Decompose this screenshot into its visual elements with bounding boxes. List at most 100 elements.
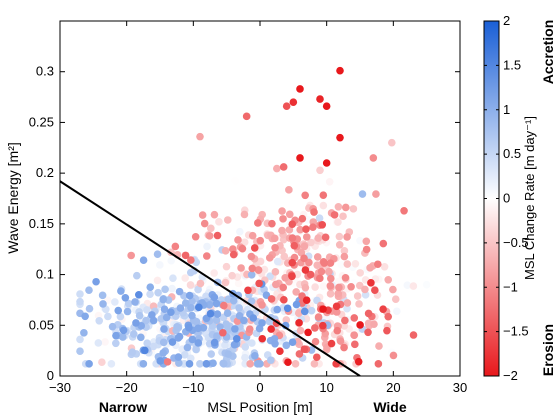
data-point [171, 242, 180, 251]
data-point [186, 268, 195, 277]
data-point [273, 257, 282, 266]
data-point [379, 239, 388, 248]
data-point [316, 166, 324, 175]
data-point [139, 360, 148, 368]
data-point [229, 296, 238, 305]
data-point [362, 245, 371, 254]
data-point [248, 231, 257, 240]
data-point [341, 273, 350, 282]
x-tick-label: −20 [116, 380, 138, 395]
colorbar-tick-label: 1 [503, 102, 510, 117]
data-point [350, 314, 359, 322]
data-point [95, 317, 104, 325]
data-point [389, 285, 397, 294]
data-point [288, 220, 297, 228]
data-point [334, 202, 343, 211]
data-point [249, 314, 258, 322]
data-point [326, 274, 335, 283]
data-point [351, 340, 359, 349]
y-tick-label: 0.25 [29, 114, 54, 129]
data-point [314, 234, 323, 242]
data-point [282, 347, 290, 356]
data-point [162, 313, 171, 322]
data-point [196, 132, 204, 141]
data-point [180, 350, 189, 359]
data-point [347, 282, 355, 291]
data-point [185, 323, 193, 332]
data-point [296, 326, 305, 335]
erosion-label: Erosion [540, 324, 556, 376]
data-point [276, 347, 284, 356]
y-tick-label: 0.05 [29, 317, 54, 332]
data-point [302, 296, 311, 305]
data-point [98, 291, 107, 300]
data-point [288, 338, 297, 347]
data-point [301, 191, 309, 200]
data-point [362, 237, 371, 246]
data-point [374, 360, 383, 368]
data-point [85, 360, 93, 368]
data-point [258, 301, 266, 309]
data-points [76, 66, 431, 368]
data-point [335, 240, 344, 249]
data-point [130, 330, 138, 338]
data-point [222, 262, 231, 271]
data-point [117, 287, 125, 295]
data-point [185, 291, 194, 300]
data-point [229, 250, 238, 259]
data-point [149, 342, 158, 351]
data-point [168, 284, 176, 293]
data-point [400, 206, 408, 215]
data-point [279, 163, 288, 171]
data-point [146, 290, 154, 298]
data-point [202, 360, 211, 368]
x-tick-label: 10 [319, 380, 333, 395]
colorbar-tick-label: −1.5 [503, 324, 529, 339]
narrow-label: Narrow [99, 399, 147, 415]
data-point [213, 231, 222, 240]
colorbar-ticks: 2 1.5 1 0.5 0 −0.5 −1 −1.5 −2 [484, 13, 529, 383]
data-point [314, 313, 323, 321]
data-point [322, 102, 331, 110]
data-point [271, 243, 279, 252]
data-point [213, 310, 222, 318]
data-point [159, 349, 167, 357]
data-point [384, 275, 393, 284]
data-point [280, 296, 288, 304]
data-point [167, 308, 175, 316]
data-point [234, 279, 243, 288]
data-point [203, 252, 211, 260]
data-point [247, 271, 256, 279]
data-point [210, 210, 219, 219]
data-point [371, 286, 379, 295]
data-point [192, 352, 201, 361]
data-point [343, 299, 352, 307]
data-point [254, 360, 262, 368]
data-point [358, 190, 367, 198]
data-point [326, 282, 335, 290]
data-point [213, 332, 221, 340]
data-point [310, 208, 318, 216]
data-point [350, 331, 359, 339]
data-point [108, 322, 117, 331]
data-point [173, 323, 181, 331]
data-point [278, 207, 286, 215]
data-point [140, 346, 149, 355]
data-point [123, 307, 132, 316]
data-point [114, 306, 123, 315]
data-point [194, 324, 202, 333]
data-point [238, 244, 247, 253]
data-point [290, 241, 299, 250]
data-point [333, 326, 342, 335]
data-point [301, 266, 310, 274]
data-point [315, 214, 324, 222]
data-point [188, 311, 196, 320]
data-point [409, 331, 418, 339]
x-tick-label: −30 [49, 380, 71, 395]
data-point [192, 345, 200, 354]
data-point [183, 343, 192, 352]
data-point [300, 242, 309, 251]
data-point [80, 329, 88, 337]
data-point [221, 278, 230, 287]
colorbar-tick-label: −2 [503, 368, 518, 383]
